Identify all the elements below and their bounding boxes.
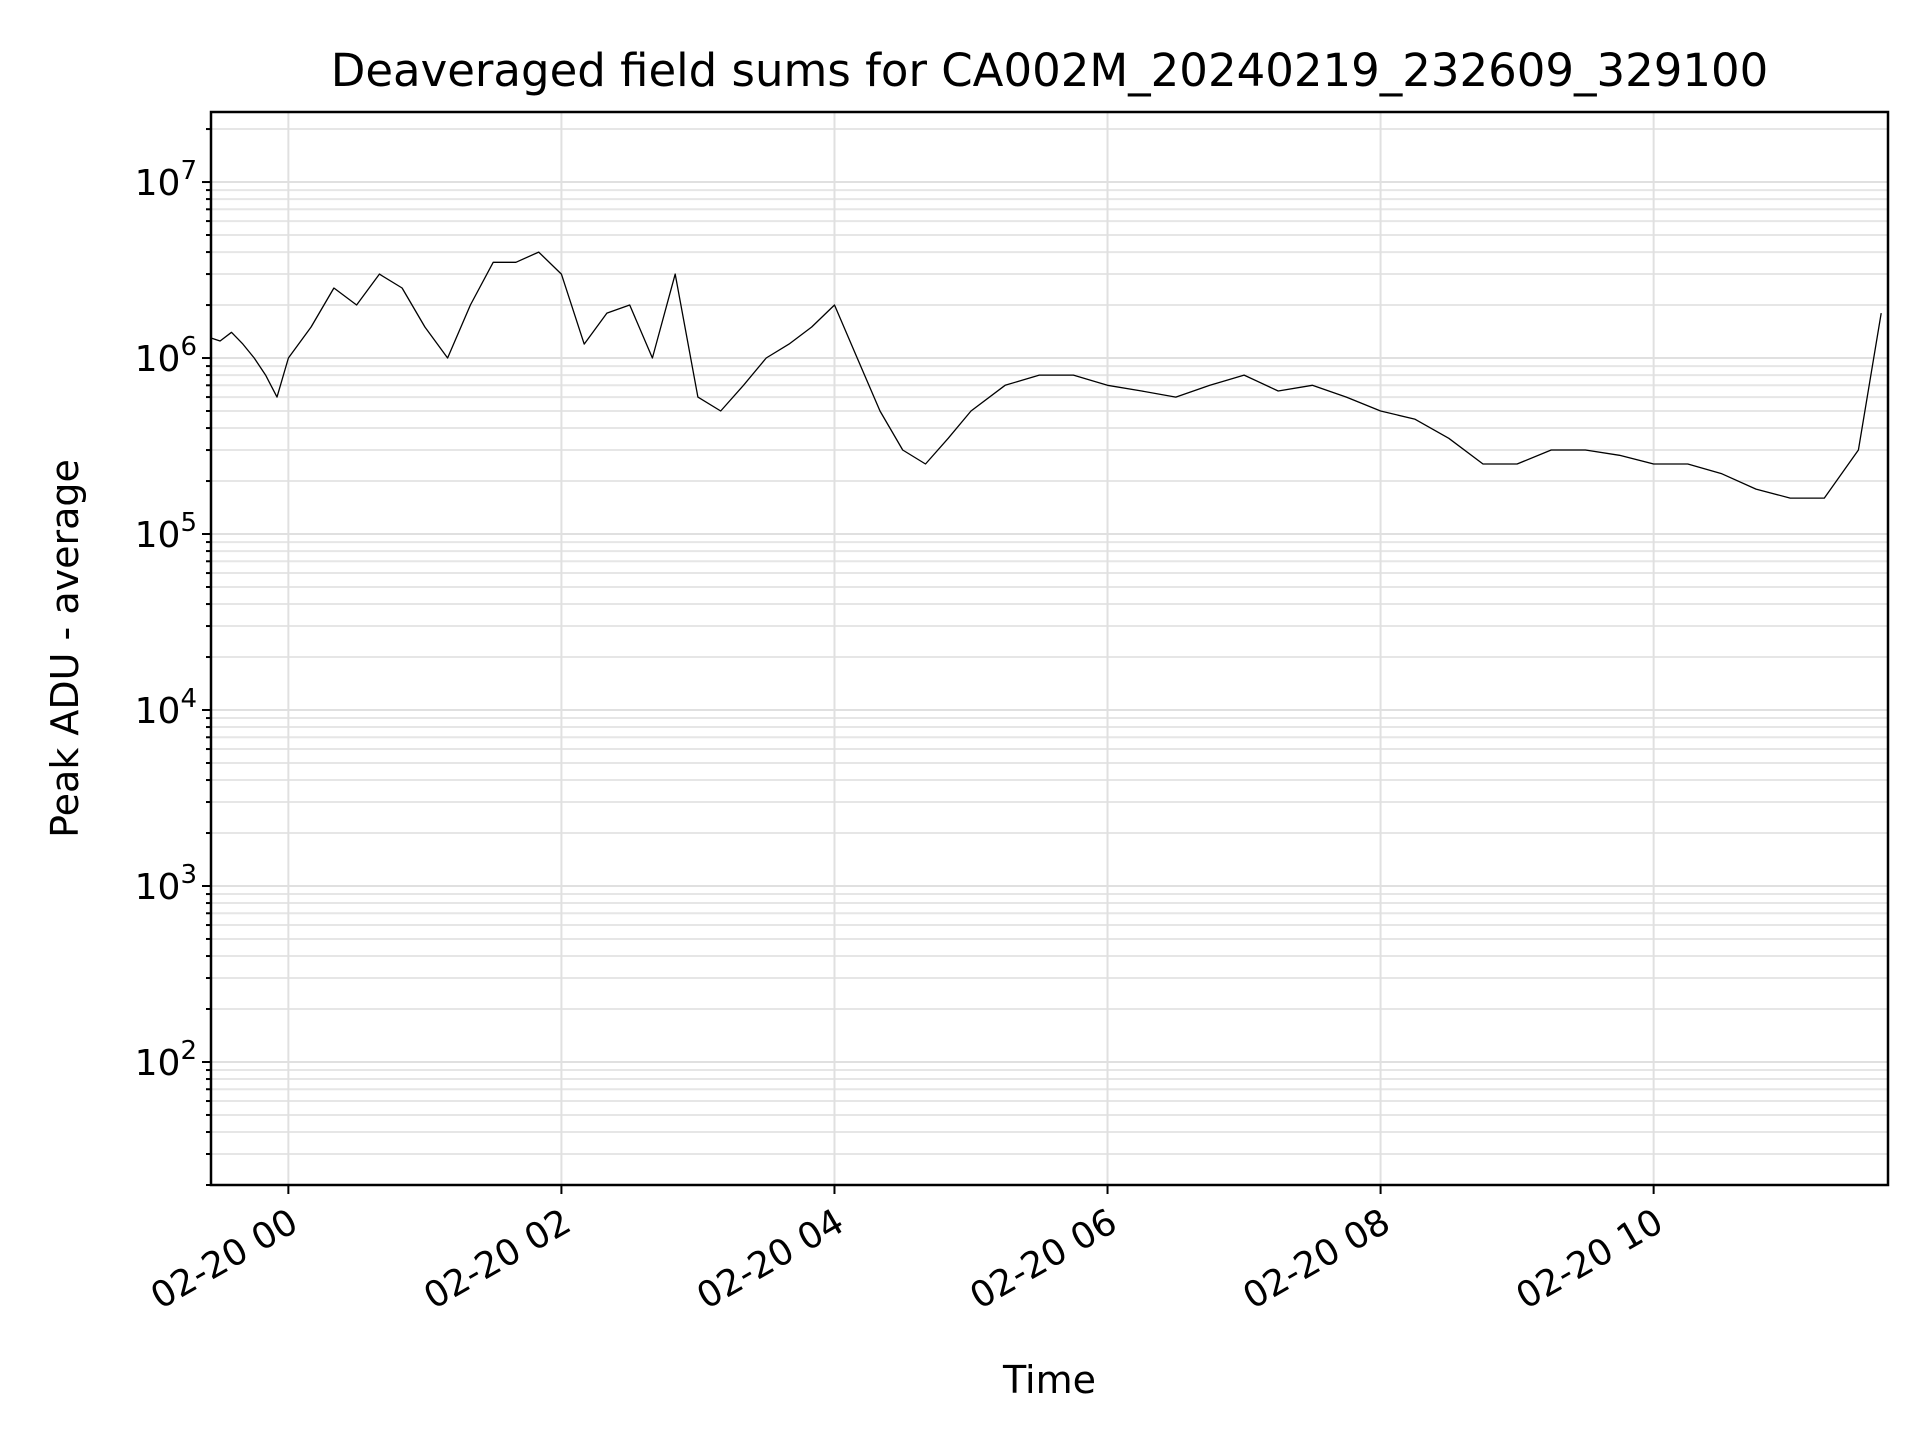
y-tick-label: 104 xyxy=(135,684,197,732)
y-tick-label: 102 xyxy=(135,1036,197,1084)
x-axis-label: Time xyxy=(1002,1358,1096,1402)
grid-lines xyxy=(211,112,1888,1186)
y-tick-label: 106 xyxy=(135,332,197,380)
x-tick-label: 02-20 02 xyxy=(417,1201,578,1317)
y-tick-label: 107 xyxy=(135,156,197,204)
chart-title: Deaveraged field sums for CA002M_2024021… xyxy=(331,44,1769,97)
y-tick-label: 105 xyxy=(135,508,197,556)
series-line xyxy=(210,251,1882,499)
x-tick-label: 02-20 08 xyxy=(1236,1201,1397,1317)
y-tick-label: 103 xyxy=(135,860,197,908)
x-tick-label: 02-20 06 xyxy=(963,1201,1124,1317)
x-tick-label: 02-20 04 xyxy=(690,1201,851,1317)
x-tick-label: 02-20 10 xyxy=(1509,1201,1670,1317)
plot-frame xyxy=(209,110,1890,1187)
ticks: 102 103 104 105 106 107 02-20 00 02-20 02 02-20 … xyxy=(135,128,1670,1318)
x-tick-label: 02-20 00 xyxy=(144,1201,305,1317)
y-axis-label: Peak ADU - average xyxy=(43,459,87,838)
series-layer xyxy=(210,251,1882,499)
